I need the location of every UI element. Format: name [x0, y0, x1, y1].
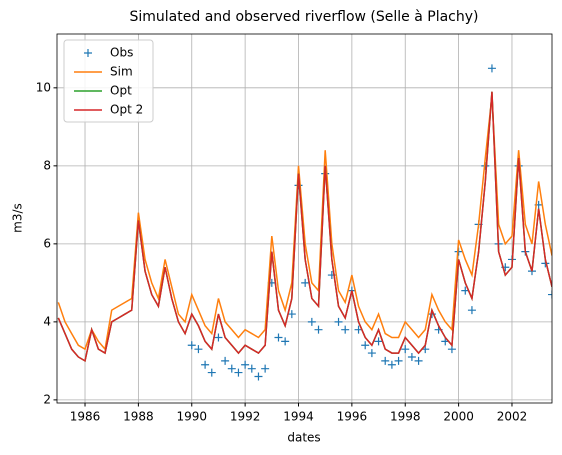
obs-marker — [241, 360, 250, 369]
y-axis-label: m3/s — [11, 203, 25, 233]
obs-marker — [194, 345, 203, 354]
x-tick-label: 1992 — [230, 410, 261, 424]
y-tick-label: 4 — [43, 314, 51, 328]
obs-marker — [361, 341, 370, 350]
obs-marker — [221, 356, 230, 365]
x-tick-label: 1994 — [283, 410, 314, 424]
y-tick-label: 8 — [43, 158, 51, 172]
obs-marker — [247, 364, 256, 373]
obs-marker — [207, 368, 216, 377]
obs-marker — [407, 352, 416, 361]
x-tick-label: 1990 — [176, 410, 207, 424]
legend-label: Sim — [110, 65, 133, 79]
x-tick-label: 2002 — [497, 410, 528, 424]
x-tick-label: 2000 — [443, 410, 474, 424]
obs-marker — [234, 368, 243, 377]
x-tick-label: 1988 — [123, 410, 154, 424]
x-tick-label: 1996 — [337, 410, 368, 424]
obs-marker — [414, 356, 423, 365]
obs-marker — [201, 360, 210, 369]
x-tick-label: 1998 — [390, 410, 421, 424]
obs-marker — [341, 325, 350, 334]
obs-marker — [307, 317, 316, 326]
series-line — [57, 91, 552, 363]
obs-marker — [374, 337, 383, 346]
obs-marker — [387, 360, 396, 369]
obs-marker — [548, 290, 552, 299]
y-tick-label: 2 — [43, 392, 51, 406]
y-tick-label: 10 — [36, 80, 51, 94]
obs-marker — [281, 337, 290, 346]
legend-label: Obs — [110, 46, 133, 60]
obs-marker — [394, 356, 403, 365]
x-tick-label: 1986 — [70, 410, 101, 424]
obs-marker — [214, 333, 223, 342]
obs-marker — [401, 345, 410, 354]
obs-marker — [367, 349, 376, 358]
y-tick-label: 6 — [43, 236, 51, 250]
obs-marker — [467, 306, 476, 315]
x-axis-label: dates — [287, 431, 320, 445]
obs-marker — [227, 364, 236, 373]
chart-title: Simulated and observed riverflow (Selle … — [130, 9, 479, 25]
legend-label: Opt — [110, 84, 132, 98]
obs-marker — [301, 278, 310, 287]
obs-marker — [447, 345, 456, 354]
legend-box — [63, 39, 154, 123]
obs-marker — [487, 64, 496, 73]
obs-marker — [334, 317, 343, 326]
obs-marker — [254, 372, 263, 381]
obs-marker — [381, 356, 390, 365]
legend-marker — [84, 49, 92, 57]
plot-area — [57, 64, 552, 381]
obs-marker — [287, 310, 296, 319]
plot-frame — [56, 33, 553, 404]
obs-marker — [274, 333, 283, 342]
obs-marker — [187, 341, 196, 350]
obs-marker — [261, 364, 270, 373]
obs-marker — [314, 325, 323, 334]
series-line — [57, 95, 552, 351]
legend-label: Opt 2 — [110, 103, 143, 117]
